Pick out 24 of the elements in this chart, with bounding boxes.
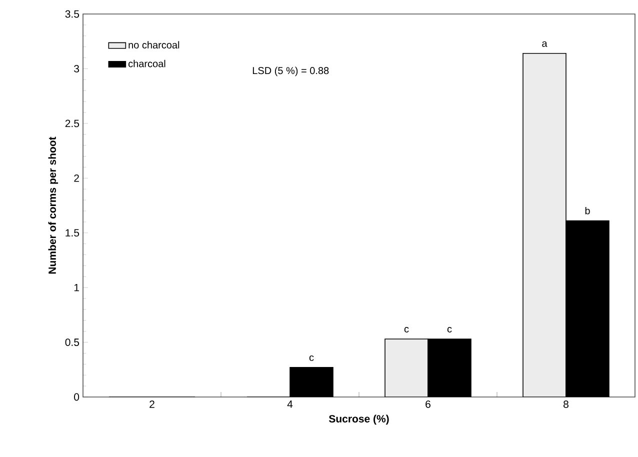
x-tick-label: 4 — [287, 400, 293, 408]
annotation: c — [404, 327, 409, 332]
y-tick-label: 2 — [74, 174, 79, 182]
bar — [522, 52, 566, 397]
annotation: LSD (5 %) = 0.88 — [252, 66, 329, 76]
y-tick-label: 3.5 — [65, 10, 80, 18]
y-tick-label: 0.5 — [65, 338, 80, 346]
legend-label: charcoal — [128, 60, 166, 68]
y-tick-label: 1.5 — [66, 229, 80, 237]
x-tick-label: 6 — [426, 400, 430, 408]
legend-label: no charcoal — [128, 41, 180, 48]
annotation: b — [585, 206, 590, 214]
y-tick-label: 1 — [74, 284, 79, 292]
annotation: c — [309, 355, 314, 361]
y-axis-title: Number of corms per shoot — [48, 136, 58, 274]
x-axis-title: Sucrose (%) — [328, 414, 389, 425]
y-tick-label: 2.5 — [65, 120, 80, 128]
bar — [384, 338, 428, 397]
x-tick-label: 8 — [564, 400, 568, 408]
y-tick-label: 0 — [74, 393, 80, 401]
annotation: c — [447, 327, 452, 332]
y-tick-label: 3 — [74, 64, 80, 72]
annotation: a — [542, 41, 548, 47]
x-tick-label: 2 — [150, 400, 154, 408]
